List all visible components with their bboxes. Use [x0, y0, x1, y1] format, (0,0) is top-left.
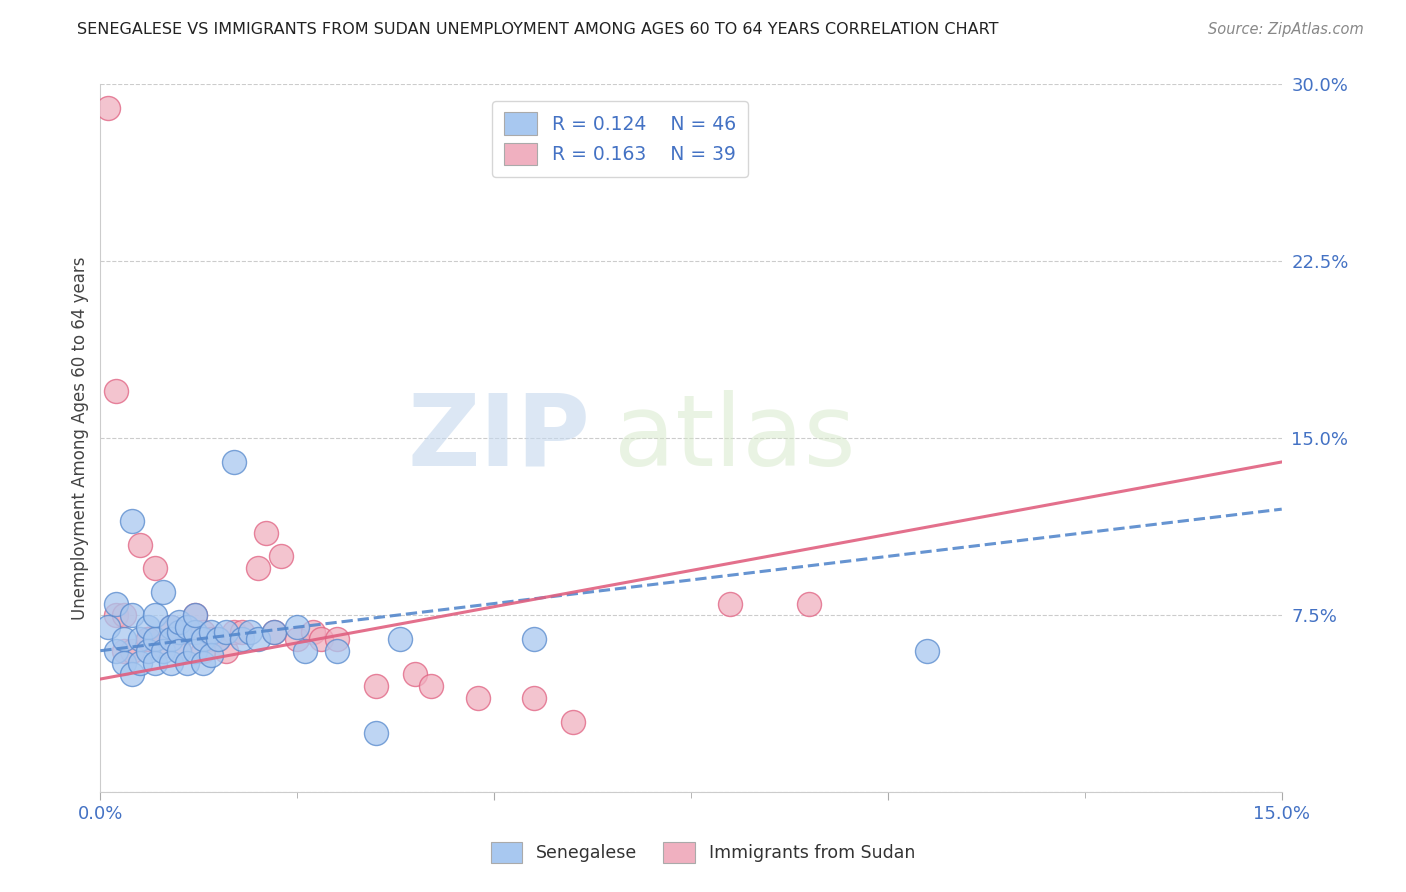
- Point: [128, 537, 150, 551]
- Point: [105, 608, 128, 623]
- Point: [121, 667, 143, 681]
- Point: [917, 644, 939, 658]
- Point: [207, 632, 229, 646]
- Point: [191, 624, 214, 639]
- Point: [263, 624, 285, 639]
- Point: [121, 608, 143, 623]
- Point: [215, 624, 238, 639]
- Y-axis label: Unemployment Among Ages 60 to 64 years: Unemployment Among Ages 60 to 64 years: [72, 257, 89, 620]
- Point: [200, 632, 222, 646]
- Point: [167, 615, 190, 630]
- Point: [224, 624, 246, 639]
- Point: [152, 644, 174, 658]
- Point: [160, 632, 183, 646]
- Point: [176, 620, 198, 634]
- Point: [404, 667, 426, 681]
- Point: [152, 584, 174, 599]
- Point: [145, 632, 167, 646]
- Point: [136, 644, 159, 658]
- Point: [325, 644, 347, 658]
- Point: [112, 644, 135, 658]
- Point: [136, 620, 159, 634]
- Point: [105, 384, 128, 399]
- Point: [136, 632, 159, 646]
- Point: [285, 632, 308, 646]
- Point: [200, 624, 222, 639]
- Point: [121, 644, 143, 658]
- Point: [184, 608, 207, 623]
- Point: [167, 624, 190, 639]
- Point: [128, 656, 150, 670]
- Point: [420, 679, 443, 693]
- Point: [294, 644, 316, 658]
- Point: [215, 644, 238, 658]
- Point: [160, 620, 183, 634]
- Point: [112, 656, 135, 670]
- Point: [302, 624, 325, 639]
- Point: [136, 632, 159, 646]
- Point: [191, 656, 214, 670]
- Point: [167, 644, 190, 658]
- Point: [152, 639, 174, 653]
- Text: atlas: atlas: [614, 390, 856, 487]
- Point: [97, 620, 120, 634]
- Point: [145, 608, 167, 623]
- Point: [231, 624, 253, 639]
- Text: SENEGALESE VS IMMIGRANTS FROM SUDAN UNEMPLOYMENT AMONG AGES 60 TO 64 YEARS CORRE: SENEGALESE VS IMMIGRANTS FROM SUDAN UNEM…: [77, 22, 998, 37]
- Point: [105, 597, 128, 611]
- Point: [388, 632, 411, 646]
- Point: [184, 608, 207, 623]
- Point: [191, 632, 214, 646]
- Point: [239, 624, 262, 639]
- Point: [522, 632, 544, 646]
- Point: [167, 644, 190, 658]
- Point: [224, 455, 246, 469]
- Point: [325, 632, 347, 646]
- Point: [799, 597, 821, 611]
- Point: [160, 620, 183, 634]
- Point: [128, 632, 150, 646]
- Point: [184, 644, 207, 658]
- Point: [309, 632, 332, 646]
- Point: [184, 624, 207, 639]
- Text: ZIP: ZIP: [408, 390, 591, 487]
- Point: [145, 561, 167, 575]
- Point: [561, 714, 583, 729]
- Point: [112, 632, 135, 646]
- Point: [522, 690, 544, 705]
- Point: [270, 549, 292, 564]
- Legend: R = 0.124    N = 46, R = 0.163    N = 39: R = 0.124 N = 46, R = 0.163 N = 39: [492, 101, 748, 177]
- Point: [263, 624, 285, 639]
- Text: Source: ZipAtlas.com: Source: ZipAtlas.com: [1208, 22, 1364, 37]
- Point: [246, 632, 269, 646]
- Point: [207, 632, 229, 646]
- Point: [191, 644, 214, 658]
- Point: [200, 648, 222, 663]
- Point: [467, 690, 489, 705]
- Point: [145, 656, 167, 670]
- Point: [167, 624, 190, 639]
- Legend: Senegalese, Immigrants from Sudan: Senegalese, Immigrants from Sudan: [484, 835, 922, 870]
- Point: [97, 101, 120, 115]
- Point: [246, 561, 269, 575]
- Point: [176, 656, 198, 670]
- Point: [121, 514, 143, 528]
- Point: [718, 597, 741, 611]
- Point: [160, 656, 183, 670]
- Point: [364, 726, 387, 740]
- Point: [231, 632, 253, 646]
- Point: [364, 679, 387, 693]
- Point: [112, 608, 135, 623]
- Point: [254, 525, 277, 540]
- Point: [285, 620, 308, 634]
- Point: [176, 624, 198, 639]
- Point: [105, 644, 128, 658]
